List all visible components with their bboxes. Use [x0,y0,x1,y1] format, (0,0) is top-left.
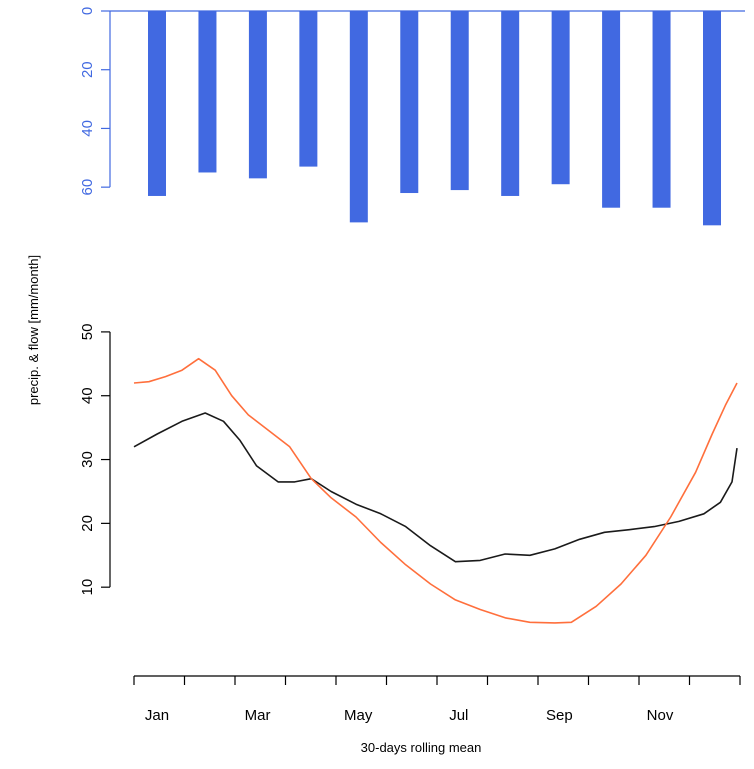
flow-line-orange [133,357,738,624]
x-tick-label: Mar [245,707,271,724]
flow-tick-label: 30 [79,451,96,468]
flow-axis: 10 20 30 40 50 [79,324,111,596]
precip-tick-label: 20 [79,61,96,78]
x-tick-label: Nov [647,707,674,724]
flow-lines [133,357,738,624]
precip-tick-label: 0 [79,7,96,15]
flow-tick-label: 10 [79,579,96,596]
precip-bar [248,11,267,179]
precip-bar [299,11,318,167]
precip-bar [703,11,721,226]
precip-bar [148,11,166,196]
x-tick-label: May [344,707,373,724]
precip-bar [652,11,671,208]
precip-bars [148,11,721,226]
precip-bar [198,11,217,173]
flow-line-black [133,412,738,563]
x-tick-label: Jul [449,707,468,724]
precip-bar [349,11,368,223]
x-axis: Jan Mar May Jul Sep Nov [133,675,741,724]
flow-tick-label: 50 [79,324,96,341]
precip-bar [501,11,520,196]
x-tick-label: Sep [546,707,573,724]
flow-tick-label: 20 [79,515,96,532]
precip-bar [400,11,419,194]
precip-tick-label: 60 [79,179,96,196]
precip-bar [450,11,469,191]
precip-bar [602,11,621,208]
flow-tick-label: 40 [79,387,96,404]
x-tick-label: Jan [145,707,169,724]
precip-bar [551,11,570,185]
x-axis-title: 30-days rolling mean [361,740,482,755]
y-axis-title: precip. & flow [mm/month] [26,255,41,405]
precip-tick-label: 40 [79,120,96,137]
